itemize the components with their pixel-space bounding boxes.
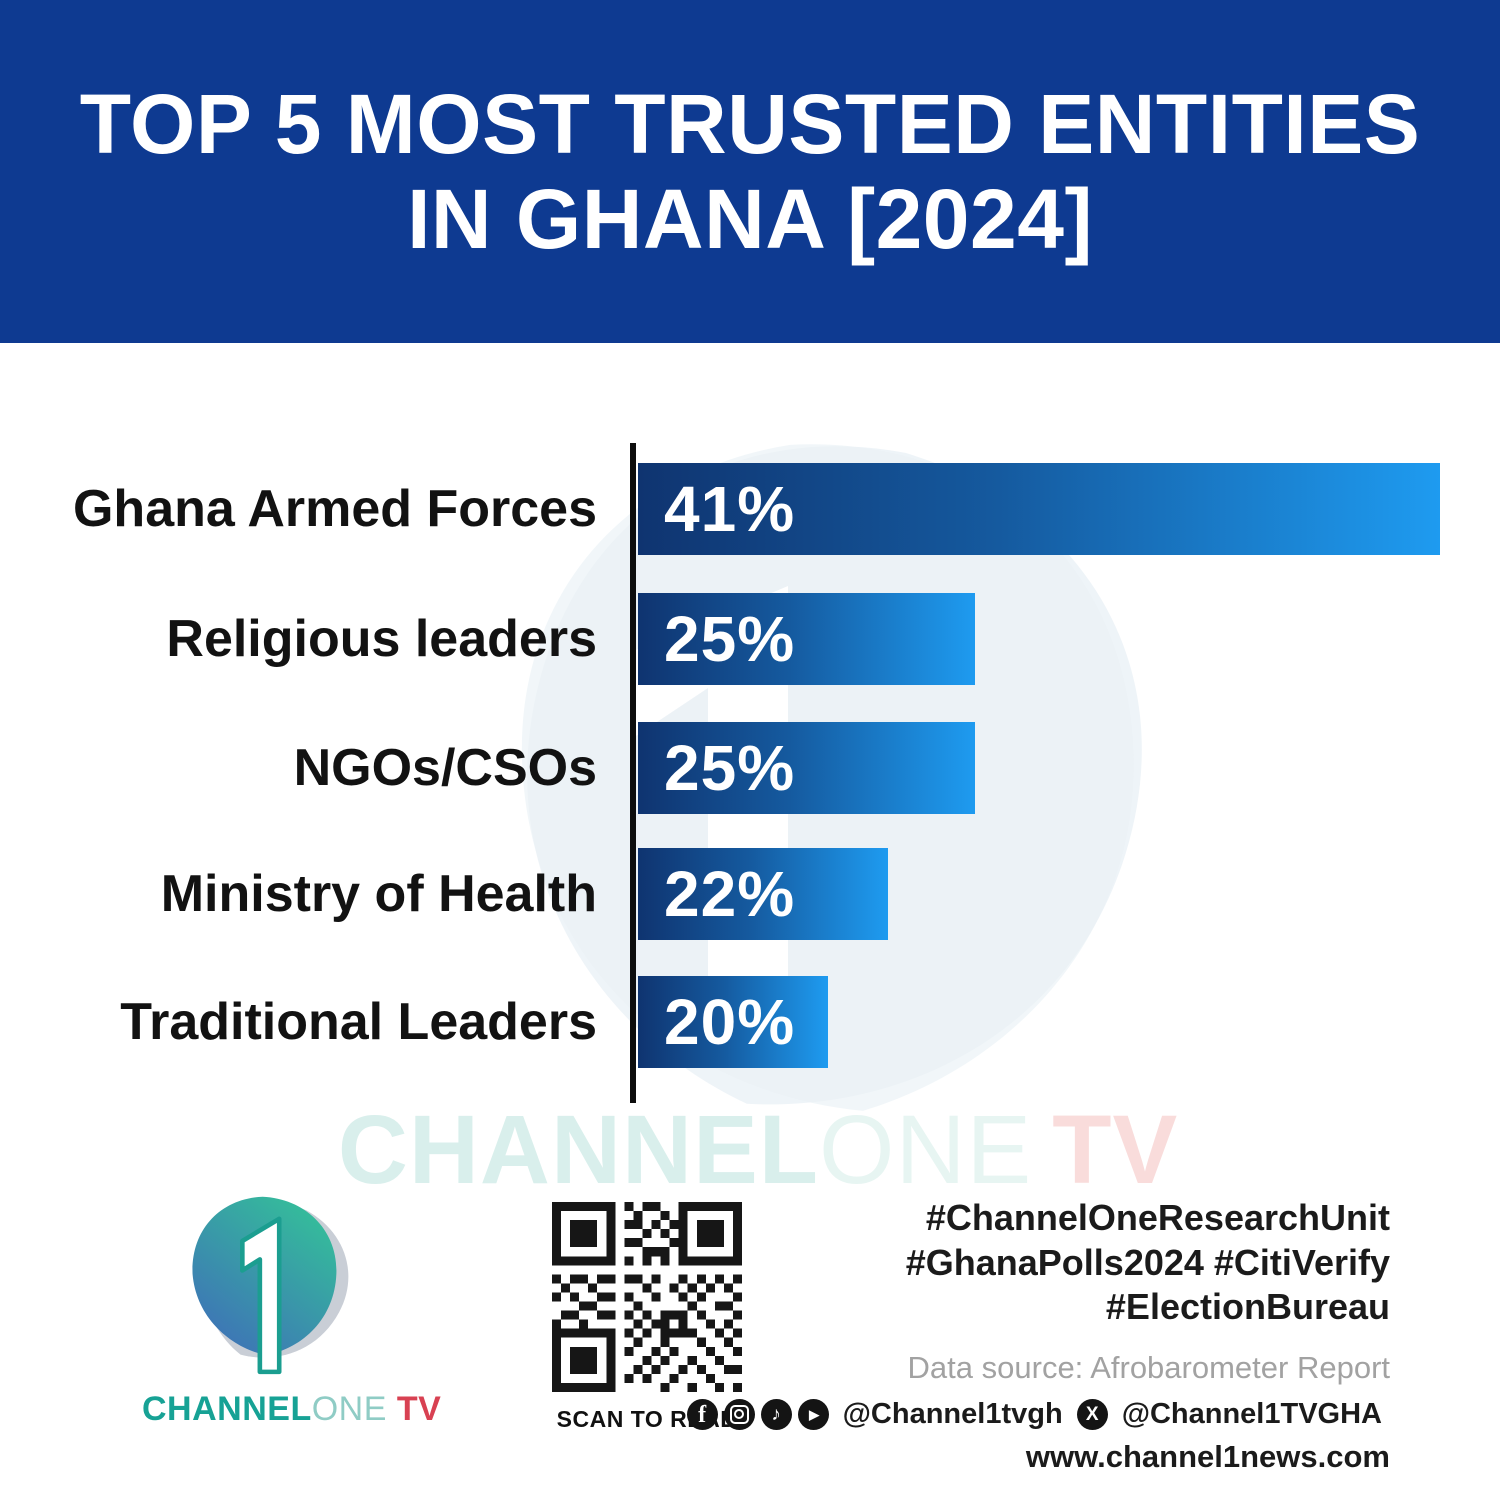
wordmark-one: ONE	[311, 1390, 387, 1428]
watermark-brand-text: CHANNELONE TV	[338, 1094, 1178, 1206]
bar-ghana-armed-forces: 41%	[638, 463, 1440, 555]
instagram-icon	[723, 1398, 755, 1430]
social-row: f ♪ ▶ @Channel1tvgh X @Channel1TVGHA	[686, 1397, 1390, 1431]
qr-code	[552, 1202, 742, 1392]
wordmark-tv: TV	[396, 1390, 442, 1428]
watermark-one: ONE	[819, 1095, 1033, 1204]
channel-one-wordmark: CHANNELONE TV	[142, 1390, 441, 1429]
bar-label-ngos-csos: NGOs/CSOs	[293, 739, 597, 797]
hashtag-line-2: #GhanaPolls2024 #CitiVerify	[905, 1241, 1390, 1283]
watermark-channel: CHANNEL	[337, 1095, 820, 1204]
page-title: TOP 5 MOST TRUSTED ENTITIES IN GHANA [20…	[80, 77, 1421, 265]
tiktok-icon: ♪	[760, 1398, 792, 1430]
header-banner: TOP 5 MOST TRUSTED ENTITIES IN GHANA [20…	[0, 0, 1500, 343]
wordmark-channel: CHANNEL	[142, 1390, 312, 1428]
bar-label-ghana-armed-forces: Ghana Armed Forces	[72, 480, 597, 538]
footer-right-column: #ChannelOneResearchUnit #GhanaPolls2024 …	[686, 1196, 1390, 1475]
bar-label-religious-leaders: Religious leaders	[166, 610, 597, 668]
bar-value-label: 22%	[664, 858, 796, 930]
website-url: www.channel1news.com	[1025, 1438, 1390, 1474]
bar-value-label: 41%	[664, 473, 796, 545]
social-handle-1: @Channel1tvgh	[842, 1397, 1063, 1430]
bar-value-label: 25%	[664, 732, 796, 804]
bar-ministry-of-health: 22%	[638, 848, 888, 940]
bar-label-ministry-of-health: Ministry of Health	[160, 865, 597, 923]
bar-value-label: 20%	[664, 986, 796, 1058]
bar-value-label: 25%	[664, 603, 796, 675]
x-icon: X	[1076, 1398, 1108, 1430]
title-line-1: TOP 5 MOST TRUSTED ENTITIES	[79, 77, 1421, 172]
title-line-2: IN GHANA [2024]	[407, 171, 1093, 266]
bar-religious-leaders: 25%	[638, 593, 975, 685]
youtube-icon: ▶	[797, 1398, 829, 1430]
watermark-tv: TV	[1052, 1095, 1179, 1204]
bar-traditional-leaders: 20%	[638, 976, 828, 1068]
social-handle-2: @Channel1TVGHA	[1121, 1397, 1382, 1430]
hashtag-line-1: #ChannelOneResearchUnit	[925, 1197, 1390, 1238]
hashtag-line-3: #ElectionBureau	[1105, 1286, 1390, 1328]
data-source-note: Data source: Afrobarometer Report	[907, 1349, 1390, 1385]
facebook-icon: f	[686, 1398, 718, 1430]
channel-one-logo	[174, 1182, 370, 1386]
bar-ngos-csos: 25%	[638, 722, 975, 814]
chart-axis-line	[630, 443, 636, 1103]
bar-label-traditional-leaders: Traditional Leaders	[120, 993, 597, 1051]
